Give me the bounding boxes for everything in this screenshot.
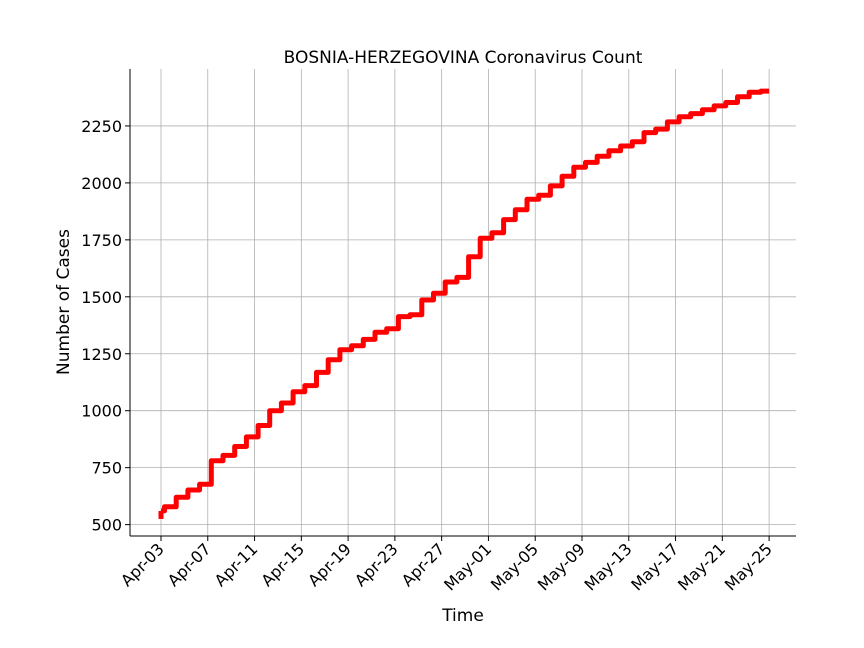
series	[158, 88, 770, 519]
y-tick-label: 500	[91, 516, 122, 535]
x-axis-label: Time	[441, 606, 484, 626]
series-line	[161, 88, 770, 514]
y-tick-label: 2250	[81, 117, 122, 136]
y-tick-label: 1750	[81, 231, 122, 250]
y-tick-label: 1500	[81, 288, 122, 307]
ticks: 500750100012501500175020002250Apr-03Apr-…	[81, 117, 776, 595]
x-tick-label: May-25	[721, 539, 776, 594]
y-tick-label: 750	[91, 459, 122, 478]
x-tick-label: May-21	[674, 539, 729, 594]
x-tick-label: Apr-23	[351, 539, 402, 590]
x-tick-label: Apr-15	[257, 539, 308, 590]
x-tick-label: May-17	[627, 539, 682, 594]
chart-title: BOSNIA-HERZEGOVINA Coronavirus Count	[284, 48, 643, 68]
x-tick-label: May-01	[440, 539, 495, 594]
x-tick-label: Apr-07	[164, 539, 215, 590]
y-tick-label: 1000	[81, 402, 122, 421]
x-tick-label: May-09	[534, 539, 589, 594]
x-tick-label: Apr-11	[211, 539, 262, 590]
grid-lines	[130, 69, 796, 536]
axes	[129, 69, 796, 537]
x-tick-label: Apr-19	[304, 539, 355, 590]
y-tick-label: 1250	[81, 345, 122, 364]
y-tick-label: 2000	[81, 174, 122, 193]
x-tick-label: Apr-03	[117, 539, 168, 590]
x-tick-label: May-05	[487, 539, 542, 594]
y-axis-label: Number of Cases	[54, 229, 74, 375]
x-tick-label: May-13	[580, 539, 635, 594]
